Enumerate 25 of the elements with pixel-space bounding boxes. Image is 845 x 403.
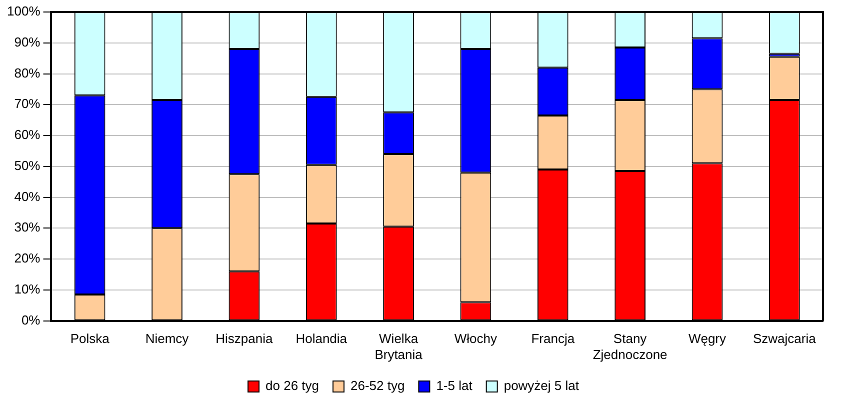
x-tick-label: Włochy [454, 331, 498, 346]
x-tick-label: Wielka Brytania [374, 331, 424, 362]
x-tick-label: Stany Zjednoczone [592, 331, 668, 362]
y-tick-label: 50% [14, 158, 41, 173]
y-tick-label: 80% [14, 65, 41, 80]
x-tick-label: Szwajcaria [752, 331, 817, 346]
y-tick-label: 100% [7, 4, 41, 19]
x-tick-label: Holandia [296, 331, 348, 346]
legend-label: do 26 tyg [266, 378, 320, 394]
x-tick-label: Polska [70, 331, 110, 346]
x-tick-label: Niemcy [145, 331, 190, 346]
x-tick-label: Węgry [688, 331, 727, 346]
legend-label: powyżej 5 lat [504, 378, 580, 394]
legend-label: 26-52 tyg [350, 378, 405, 394]
y-tick-label: 30% [14, 220, 41, 235]
y-tick-label: 10% [14, 282, 41, 296]
y-tick-label: 40% [14, 188, 41, 204]
y-tick-label: 70% [14, 96, 41, 112]
x-tick-label: Francja [531, 331, 576, 346]
y-tick-label: 20% [14, 250, 41, 266]
y-tick-label: 60% [14, 127, 41, 142]
legend-label: 1-5 lat [436, 378, 473, 394]
x-tick-label: Hiszpania [216, 331, 274, 346]
y-tick-label: 90% [14, 34, 41, 50]
y-tick-label: 0% [21, 312, 41, 328]
